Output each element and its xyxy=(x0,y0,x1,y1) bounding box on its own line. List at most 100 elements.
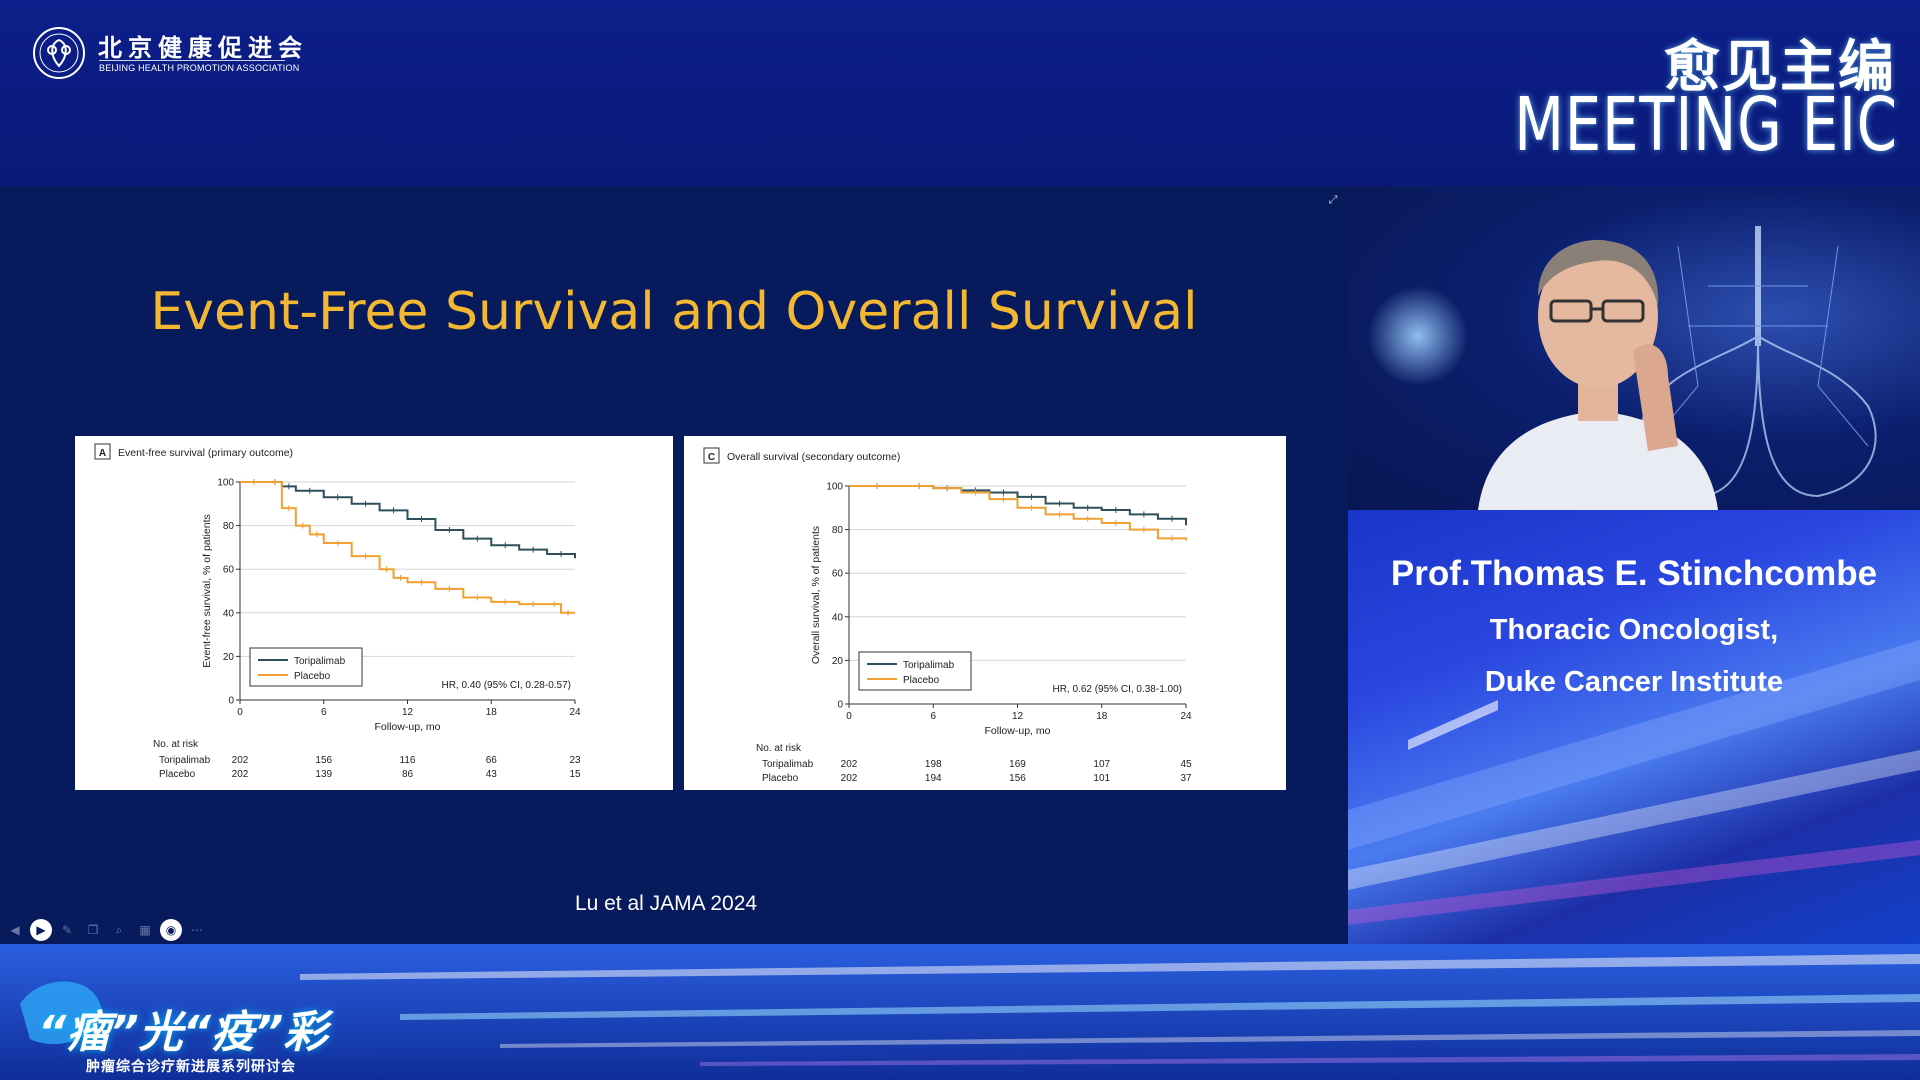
series-line-placebo xyxy=(240,481,575,614)
copy-icon[interactable]: ❐ xyxy=(87,923,99,937)
legend-label: Placebo xyxy=(294,671,331,682)
footer-subtitle: 肿瘤综合诊疗新进展系列研讨会 xyxy=(86,1059,296,1075)
slideshow-toolbar: ◀ ▶ ✎ ❐ ⌕ ▦ ◉ ⋯ xyxy=(0,918,208,942)
hr-annotation: HR, 0.62 (95% CI, 0.38-1.00) xyxy=(1052,684,1182,695)
at-risk-label: No. at risk xyxy=(756,743,802,754)
panel-letter-box xyxy=(94,443,111,460)
x-tick-label: 18 xyxy=(486,707,498,718)
speaker-panel-bg xyxy=(1348,640,1920,925)
panel-letter-box xyxy=(703,447,720,464)
x-tick-label: 18 xyxy=(1096,711,1108,722)
org-name-en: BEIJING HEALTH PROMOTION ASSOCIATION xyxy=(99,63,300,73)
at-risk-value: 66 xyxy=(486,755,498,766)
slide-citation: Lu et al JAMA 2024 xyxy=(574,892,758,915)
brand-title-en: MEETING EIC xyxy=(1514,82,1898,168)
org-logo-icon xyxy=(33,27,85,79)
at-risk-value: 139 xyxy=(315,769,332,780)
pen-icon[interactable]: ✎ xyxy=(61,923,73,937)
x-tick-label: 24 xyxy=(569,707,581,718)
org-name-cn: 北京健康促进会 xyxy=(98,34,308,62)
speaker-video-frame xyxy=(1368,226,1877,510)
x-tick-label: 0 xyxy=(237,707,243,718)
y-tick-label: 100 xyxy=(217,478,234,489)
org-divider xyxy=(99,60,285,61)
x-tick-label: 12 xyxy=(402,707,414,718)
at-risk-value: 202 xyxy=(232,755,249,766)
chart-panel-c: C Overall survival (secondary outcome) 0 20… xyxy=(684,436,1286,790)
y-tick-label: 40 xyxy=(832,612,844,623)
at-risk-value: 45 xyxy=(1180,759,1192,770)
presentation-slide: ⤢ Event-Free Survival and Overall Surviv… xyxy=(0,186,1348,944)
x-tick-label: 0 xyxy=(846,711,852,722)
camera-icon[interactable]: ◉ xyxy=(160,919,182,941)
x-axis-label: Follow-up, mo xyxy=(375,721,441,733)
at-risk-row-name: Toripalimab xyxy=(762,759,814,770)
speaker-info-panel: Prof.Thomas E. Stinchcombe Thoracic Onco… xyxy=(1348,510,1920,944)
y-tick-label: 0 xyxy=(228,696,234,707)
y-tick-label: 80 xyxy=(223,521,235,532)
chart-panel-a: A Event-free survival (primary outcome) 0 2… xyxy=(75,436,673,790)
expand-icon[interactable]: ⤢ xyxy=(1328,194,1338,206)
y-axis-label: Event-free survival, % of patients xyxy=(201,514,213,668)
play-icon[interactable]: ▶ xyxy=(30,919,52,941)
at-risk-value: 156 xyxy=(1009,773,1026,784)
slide-title: Event-Free Survival and Overall Survival xyxy=(150,282,1198,342)
at-risk-value: 15 xyxy=(569,769,581,780)
at-risk-row-name: Placebo xyxy=(762,773,799,784)
y-axis-label: Overall survival, % of patients xyxy=(810,526,822,664)
efs-chart: A Event-free survival (primary outcome) 0 2… xyxy=(94,443,581,780)
y-tick-label: 40 xyxy=(223,608,235,619)
brand-title-cn: 愈见主编 xyxy=(1664,35,1896,100)
prev-icon[interactable]: ◀ xyxy=(10,923,20,937)
footer-light-streaks xyxy=(20,954,1920,1066)
at-risk-row-name: Placebo xyxy=(159,769,196,780)
zoom-icon[interactable]: ⌕ xyxy=(115,922,123,937)
at-risk-value: 156 xyxy=(315,755,332,766)
legend-label: Toripalimab xyxy=(903,660,955,671)
legend-label: Placebo xyxy=(903,675,940,686)
speaker-video xyxy=(1348,186,1920,510)
at-risk-value: 107 xyxy=(1093,759,1110,770)
legend-box xyxy=(858,651,972,691)
x-tick-label: 12 xyxy=(1012,711,1024,722)
grid-icon[interactable]: ▦ xyxy=(139,923,151,937)
y-tick-label: 60 xyxy=(832,569,844,580)
y-tick-label: 80 xyxy=(832,525,844,536)
speaker-name: Prof.Thomas E. Stinchcombe xyxy=(1390,554,1878,593)
footer-banner: “瘤”光“疫”彩 肿瘤综合诊疗新进展系列研讨会 xyxy=(0,944,1920,1080)
speaker-institution: Duke Cancer Institute xyxy=(1484,666,1784,698)
at-risk-value: 101 xyxy=(1093,773,1110,784)
y-tick-label: 60 xyxy=(223,565,235,576)
at-risk-label: No. at risk xyxy=(153,739,199,750)
at-risk-value: 23 xyxy=(569,755,581,766)
y-tick-label: 100 xyxy=(826,482,843,493)
at-risk-row-name: Toripalimab xyxy=(159,755,211,766)
legend-label: Toripalimab xyxy=(294,656,346,667)
at-risk-value: 169 xyxy=(1009,759,1026,770)
legend-box xyxy=(249,647,363,687)
x-axis-label: Follow-up, mo xyxy=(985,725,1051,737)
x-tick-label: 24 xyxy=(1180,711,1192,722)
speaker-figure xyxy=(1478,239,1718,510)
at-risk-value: 194 xyxy=(925,773,942,784)
y-tick-label: 0 xyxy=(837,700,843,711)
header-banner: 北京健康促进会 BEIJING HEALTH PROMOTION ASSOCIA… xyxy=(0,0,1920,186)
at-risk-value: 202 xyxy=(232,769,249,780)
chart-title: Overall survival (secondary outcome) xyxy=(727,451,900,463)
panel-letter: C xyxy=(708,452,715,463)
chart-title: Event-free survival (primary outcome) xyxy=(118,447,293,459)
at-risk-value: 86 xyxy=(402,769,414,780)
at-risk-value: 202 xyxy=(841,773,858,784)
panel-letter: A xyxy=(99,448,106,459)
light-flare xyxy=(1368,286,1468,386)
more-icon[interactable]: ⋯ xyxy=(191,923,203,937)
footer-title: “瘤”光“疫”彩 xyxy=(38,1007,328,1058)
x-tick-label: 6 xyxy=(321,707,327,718)
hr-annotation: HR, 0.40 (95% CI, 0.28-0.57) xyxy=(441,680,571,691)
at-risk-value: 43 xyxy=(486,769,498,780)
os-chart: C Overall survival (secondary outcome) 0 20… xyxy=(703,447,1192,784)
x-tick-label: 6 xyxy=(930,711,936,722)
y-tick-label: 20 xyxy=(223,652,235,663)
at-risk-value: 198 xyxy=(925,759,942,770)
